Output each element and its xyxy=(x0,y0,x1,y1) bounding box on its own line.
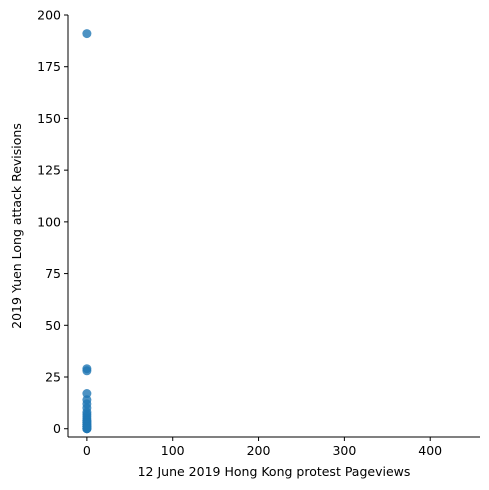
x-axis-ticks: 0 100 200 300 400 xyxy=(83,437,442,458)
y-axis-label: 2019 Yuen Long attack Revisions xyxy=(9,123,24,329)
y-tick-label: 200 xyxy=(37,8,61,23)
x-tick-label: 400 xyxy=(418,443,442,458)
y-tick-label: 50 xyxy=(45,318,61,333)
y-axis-ticks: 0 25 50 75 100 125 150 175 200 xyxy=(37,8,68,436)
y-tick-label: 175 xyxy=(37,59,61,74)
data-point xyxy=(82,424,92,434)
y-tick-label: 100 xyxy=(37,214,61,229)
y-tick-label: 75 xyxy=(45,266,61,281)
x-tick-label: 0 xyxy=(83,443,91,458)
x-tick-label: 200 xyxy=(247,443,271,458)
y-tick-label: 25 xyxy=(45,370,61,385)
data-points xyxy=(82,29,92,434)
data-point xyxy=(82,366,92,376)
data-point xyxy=(82,29,92,39)
y-tick-label: 150 xyxy=(37,111,61,126)
x-axis-label: 12 June 2019 Hong Kong protest Pageviews xyxy=(138,464,411,479)
x-tick-label: 300 xyxy=(332,443,356,458)
y-tick-label: 125 xyxy=(37,163,61,178)
x-tick-label: 100 xyxy=(161,443,185,458)
y-tick-label: 0 xyxy=(53,421,61,436)
data-point xyxy=(82,389,92,399)
